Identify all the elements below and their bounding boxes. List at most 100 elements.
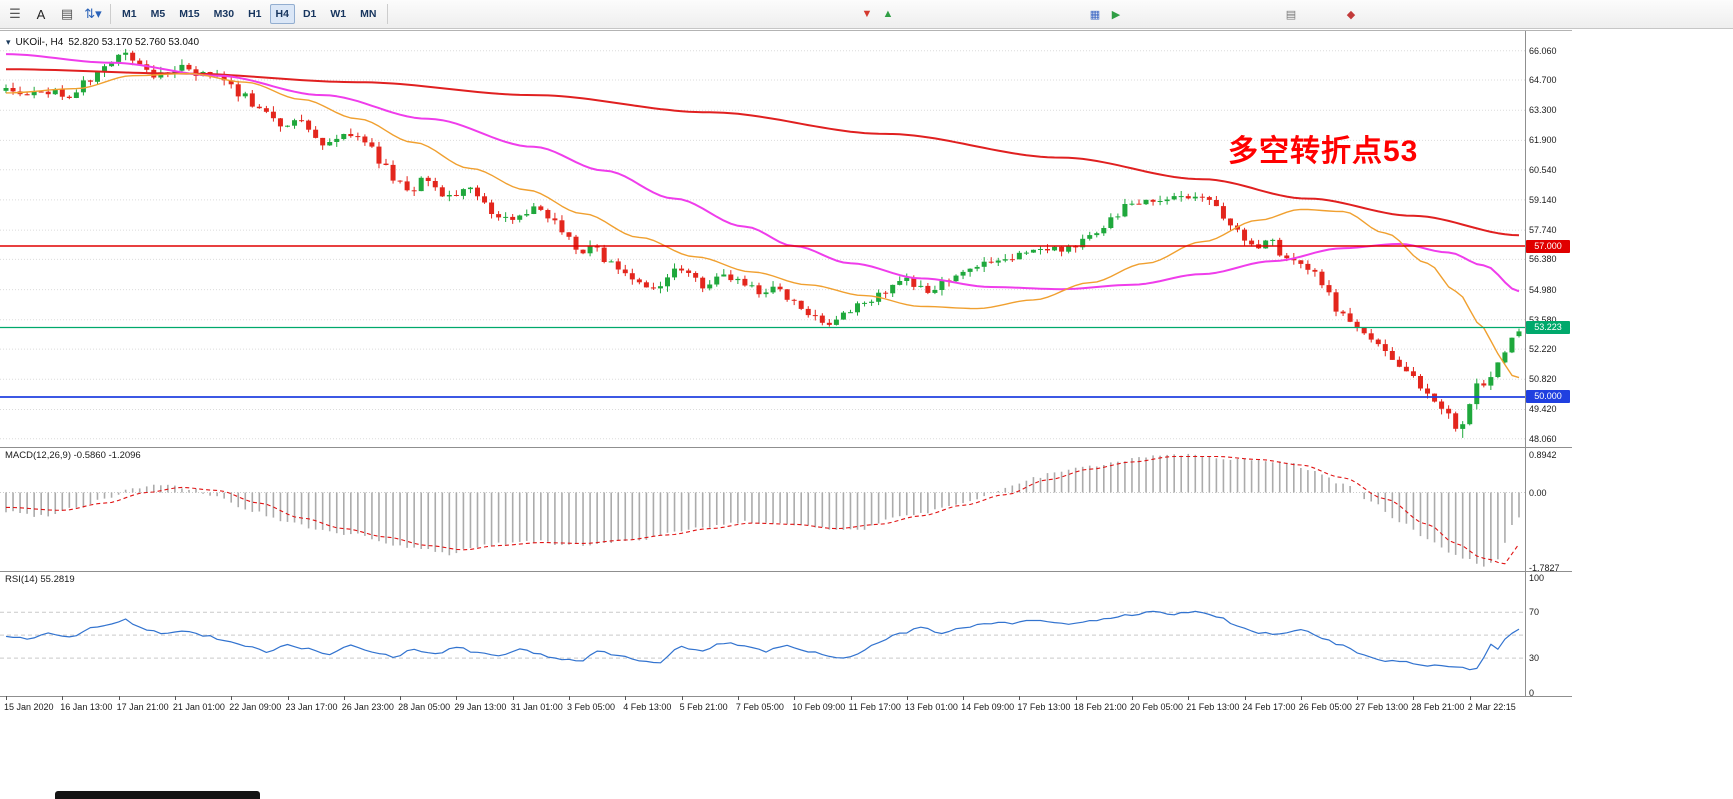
toolbar-icon-group: ▤ — [1282, 3, 1300, 25]
time-tick — [737, 696, 739, 700]
price-tick-label: 57.740 — [1529, 225, 1557, 236]
toolbar: ☰ A ▤ ⇅▾ M1 M5 M15 M30 H1 H4 D1 W1 MN ▼ ▲ ▦ ▶ ▤ ◆ — [0, 0, 1733, 29]
timeframe-button-mn[interactable]: MN — [354, 4, 382, 24]
price-tick-label: 54.980 — [1529, 284, 1557, 295]
time-tick — [1075, 696, 1077, 700]
time-label: 20 Feb 05:00 — [1130, 702, 1184, 712]
time-tick — [850, 696, 852, 700]
chart-title-ohlc: 52.820 53.170 52.760 53.040 — [68, 37, 200, 48]
time-tick — [1188, 696, 1190, 700]
time-label: 7 Feb 05:00 — [735, 702, 784, 712]
time-label: 26 Feb 05:00 — [1298, 702, 1352, 712]
rsi-axis-label: 70 — [1529, 607, 1540, 618]
timeframe-button-w1[interactable]: W1 — [324, 4, 352, 24]
time-tick — [231, 696, 233, 700]
time-label: 14 Feb 09:00 — [961, 702, 1015, 712]
rsi-axis-label: 0 — [1529, 687, 1535, 698]
time-tick — [1019, 696, 1021, 700]
time-tick — [1413, 696, 1415, 700]
time-axis[interactable]: 15 Jan 2020 16 Jan 13:00 17 Jan 21:00 21 Ja… — [0, 696, 1572, 719]
time-label: 3 Feb 05:00 — [567, 702, 616, 712]
price-tick-label: 59.140 — [1529, 194, 1557, 205]
time-label: 13 Feb 01:00 — [904, 702, 958, 712]
marker-icon[interactable]: ◆ — [1346, 8, 1356, 21]
toolbar-icon-group: ▼ ▲ — [858, 3, 897, 25]
price-tick-label: 64.700 — [1529, 75, 1557, 85]
time-label: 29 Jan 13:00 — [454, 702, 507, 712]
time-tick — [625, 696, 627, 700]
time-label: 31 Jan 01:00 — [510, 702, 563, 712]
time-label: 17 Feb 13:00 — [1017, 702, 1071, 712]
time-tick — [906, 696, 908, 700]
toolbar-icon-group: ◆ — [1342, 3, 1360, 25]
timeframe-button-h1[interactable]: H1 — [242, 4, 267, 24]
macd-label: MACD(12,26,9) -0.5860 -1.2096 — [5, 450, 141, 461]
time-label: 5 Feb 21:00 — [679, 702, 728, 712]
candles — [3, 48, 1522, 438]
time-label: 26 Jan 23:00 — [341, 702, 394, 712]
arrange-windows-icon[interactable]: ⇅▾ — [84, 6, 102, 21]
time-tick — [343, 696, 345, 700]
price-pane[interactable] — [0, 33, 1525, 447]
time-label: 28 Jan 05:00 — [398, 702, 451, 712]
toolbar-separator — [110, 4, 111, 24]
timeframe-button-m30[interactable]: M30 — [208, 4, 240, 24]
chart-list-icon[interactable]: ☰ — [9, 6, 21, 21]
timeframe-button-m15[interactable]: M15 — [173, 4, 205, 24]
time-label: 17 Jan 21:00 — [116, 702, 169, 712]
timeframe-button-h4[interactable]: H4 — [269, 4, 295, 24]
toolbar-left-icons: ☰ A ▤ ⇅▾ — [3, 3, 105, 25]
price-tick-label: 50.820 — [1529, 374, 1557, 385]
rsi-axis-label: 30 — [1529, 653, 1540, 664]
price-tag-57.000: 57.000 — [1526, 239, 1570, 253]
ma-fast-orange — [5, 72, 1520, 379]
pane-separator[interactable] — [0, 571, 1572, 572]
sell-tick-icon[interactable]: ▼ — [861, 8, 873, 20]
time-label: 4 Feb 13:00 — [623, 702, 672, 712]
time-label: 23 Jan 17:00 — [285, 702, 338, 712]
grid-toggle-icon[interactable]: ▤ — [1285, 8, 1297, 21]
time-label: 11 Feb 17:00 — [848, 702, 901, 712]
macd-signal-line — [5, 455, 1520, 565]
rsi-label: RSI(14) 55.2819 — [5, 574, 75, 585]
pane-separator[interactable] — [0, 447, 1572, 448]
symbol-dropdown-icon[interactable]: ▾ — [6, 37, 11, 47]
chart-title-symbol: UKOil-, H4 — [15, 37, 64, 48]
timeframe-button-d1[interactable]: D1 — [297, 4, 322, 24]
timeframe-button-m1[interactable]: M1 — [116, 4, 143, 24]
price-scale[interactable]: 66.060 64.700 63.300 61.900 60.540 59.140 57.7… — [1526, 31, 1572, 698]
time-tick — [1300, 696, 1302, 700]
price-scale-separator — [1525, 31, 1526, 696]
timeframe-button-m5[interactable]: M5 — [145, 4, 172, 24]
time-tick — [400, 696, 402, 700]
time-tick — [118, 696, 120, 700]
time-label: 24 Feb 17:00 — [1242, 702, 1296, 712]
macd-pane[interactable] — [0, 448, 1525, 571]
text-tool-icon[interactable]: A — [36, 6, 46, 22]
template-icon[interactable]: ▤ — [60, 6, 74, 21]
time-label: 18 Feb 21:00 — [1073, 702, 1127, 712]
time-tick — [569, 696, 570, 700]
time-tick — [62, 696, 64, 700]
time-tick — [1244, 696, 1246, 700]
ma-slow-red — [6, 68, 1520, 237]
time-label: 27 Feb 13:00 — [1355, 702, 1409, 712]
time-label: 21 Feb 13:00 — [1186, 702, 1240, 712]
price-tick-label: 53.580 — [1529, 314, 1557, 325]
price-tag-53.223: 53.223 — [1526, 320, 1570, 334]
time-tick — [456, 696, 458, 700]
price-tick-label: 52.220 — [1529, 344, 1557, 355]
play-icon[interactable]: ▶ — [1111, 8, 1121, 21]
time-tick — [1469, 696, 1471, 700]
chart-shell: 66.060 64.700 63.300 61.900 60.540 59.140 57.7… — [0, 30, 1572, 719]
rsi-axis-label: 100 — [1529, 572, 1545, 583]
rsi-pane[interactable] — [0, 572, 1525, 696]
time-tick — [681, 696, 683, 700]
bottom-bar-fragment — [55, 791, 260, 799]
chart-window-icon[interactable]: ▦ — [1089, 8, 1101, 21]
time-tick — [1132, 696, 1133, 700]
time-label: 16 Jan 13:00 — [60, 702, 113, 712]
price-tick-label: 63.300 — [1529, 105, 1557, 116]
time-tick — [1357, 696, 1359, 700]
buy-tick-icon[interactable]: ▲ — [882, 8, 894, 20]
